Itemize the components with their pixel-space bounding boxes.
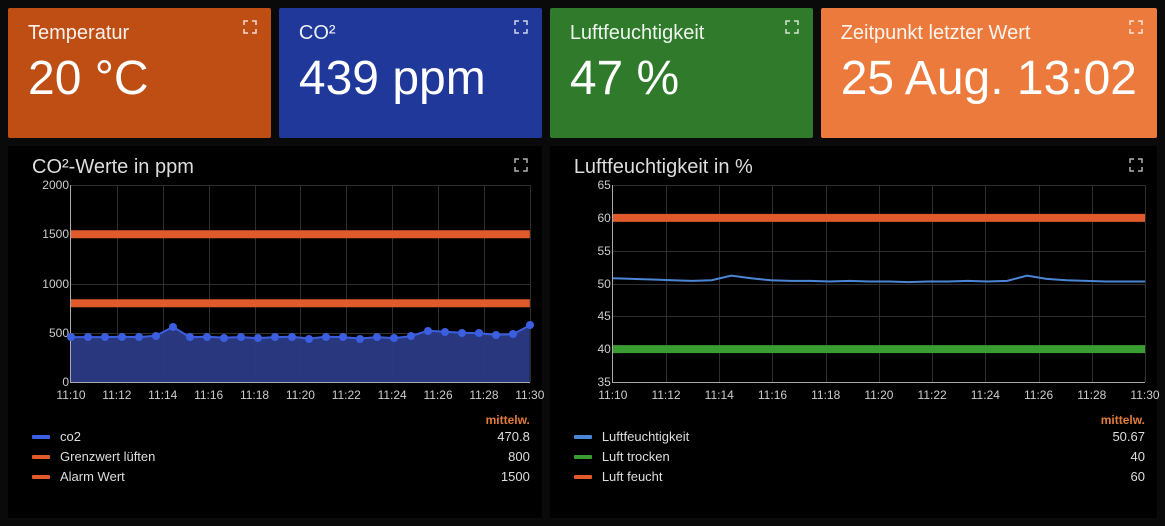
expand-icon[interactable]	[514, 158, 528, 172]
y-tick: 40	[597, 342, 610, 356]
y-tick: 2000	[42, 178, 69, 192]
x-tick: 11:30	[1130, 388, 1159, 402]
legend-item[interactable]: co2470.8	[32, 427, 530, 447]
x-tick: 11:22	[918, 388, 947, 402]
legend-label: Alarm Wert	[60, 467, 501, 487]
x-tick: 11:20	[286, 388, 315, 402]
tile-value: 25 Aug. 13:02	[841, 51, 1137, 106]
tile-humidity: Luftfeuchtigkeit 47 %	[550, 8, 813, 138]
y-tick: 0	[62, 375, 69, 389]
x-tick: 11:24	[971, 388, 1000, 402]
chart-area[interactable]: 050010001500200011:1011:1211:1411:1611:1…	[32, 185, 530, 405]
x-tick: 11:26	[423, 388, 452, 402]
legend-value: 60	[1131, 467, 1145, 487]
x-tick: 11:16	[194, 388, 223, 402]
tile-value: 439 ppm	[299, 51, 522, 106]
x-tick: 11:16	[758, 388, 787, 402]
y-tick: 1000	[42, 277, 69, 291]
legend-swatch	[574, 455, 592, 459]
y-tick: 50	[597, 277, 610, 291]
panel-title: Luftfeuchtigkeit in %	[574, 156, 1145, 179]
x-tick: 11:24	[378, 388, 407, 402]
y-tick: 60	[597, 211, 610, 225]
chart-area[interactable]: 3540455055606511:1011:1211:1411:1611:181…	[574, 185, 1145, 405]
legend-header: mittelw.	[574, 413, 1145, 427]
legend-swatch	[32, 435, 50, 439]
legend-swatch	[574, 435, 592, 439]
x-tick: 11:14	[148, 388, 177, 402]
tile-title: Zeitpunkt letzter Wert	[841, 22, 1137, 45]
x-tick: 11:28	[1077, 388, 1106, 402]
x-tick: 11:18	[811, 388, 840, 402]
x-tick: 11:10	[598, 388, 627, 402]
expand-icon[interactable]	[1129, 158, 1143, 172]
legend-swatch	[32, 475, 50, 479]
y-tick: 65	[597, 178, 610, 192]
y-tick: 500	[49, 326, 69, 340]
legend-label: Grenzwert lüften	[60, 447, 508, 467]
x-tick: 11:20	[864, 388, 893, 402]
legend-item[interactable]: Luft trocken40	[574, 447, 1145, 467]
tile-value: 47 %	[570, 51, 793, 106]
tile-title: CO²	[299, 22, 522, 45]
x-tick: 11:10	[56, 388, 85, 402]
expand-icon[interactable]	[785, 20, 799, 34]
legend-item[interactable]: Luftfeuchtigkeit50.67	[574, 427, 1145, 447]
legend-value: 50.67	[1112, 427, 1145, 447]
legend-value: 1500	[501, 467, 530, 487]
dashboard-grid: Temperatur 20 °C CO² 439 ppm Luftfeuchti…	[0, 0, 1165, 526]
legend-header: mittelw.	[32, 413, 530, 427]
legend-value: 800	[508, 447, 530, 467]
tile-co2: CO² 439 ppm	[279, 8, 542, 138]
expand-icon[interactable]	[243, 20, 257, 34]
legend-label: co2	[60, 427, 497, 447]
x-tick: 11:12	[102, 388, 131, 402]
tile-title: Luftfeuchtigkeit	[570, 22, 793, 45]
tile-value: 20 °C	[28, 51, 251, 106]
legend-item[interactable]: Luft feucht60	[574, 467, 1145, 487]
legend: mittelw.Luftfeuchtigkeit50.67Luft trocke…	[574, 413, 1145, 487]
y-tick: 1500	[42, 227, 69, 241]
expand-icon[interactable]	[1129, 20, 1143, 34]
x-tick: 11:14	[705, 388, 734, 402]
x-tick: 11:12	[651, 388, 680, 402]
legend: mittelw.co2470.8Grenzwert lüften800Alarm…	[32, 413, 530, 487]
legend-value: 40	[1131, 447, 1145, 467]
legend-value: 470.8	[497, 427, 530, 447]
legend-label: Luftfeuchtigkeit	[602, 427, 1113, 447]
x-tick: 11:22	[332, 388, 361, 402]
tile-temperature: Temperatur 20 °C	[8, 8, 271, 138]
legend-label: Luft trocken	[602, 447, 1131, 467]
tile-timestamp: Zeitpunkt letzter Wert 25 Aug. 13:02	[821, 8, 1157, 138]
panel-humidity-chart: Luftfeuchtigkeit in % 35 40 45 50 55 60 65 11:1…	[550, 146, 1157, 518]
legend-label: Luft feucht	[602, 467, 1131, 487]
panel-co2-chart: CO²-Werte in ppm 0 500 1000 1500 2000 11:10 11…	[8, 146, 542, 518]
y-tick: 45	[597, 309, 610, 323]
expand-icon[interactable]	[514, 20, 528, 34]
legend-item[interactable]: Grenzwert lüften800	[32, 447, 530, 467]
tile-title: Temperatur	[28, 22, 251, 45]
y-tick: 55	[597, 244, 610, 258]
x-tick: 11:30	[515, 388, 544, 402]
legend-swatch	[574, 475, 592, 479]
x-tick: 11:26	[1024, 388, 1053, 402]
legend-item[interactable]: Alarm Wert1500	[32, 467, 530, 487]
x-tick: 11:28	[469, 388, 498, 402]
y-tick: 35	[597, 375, 610, 389]
legend-swatch	[32, 455, 50, 459]
panel-title: CO²-Werte in ppm	[32, 156, 530, 179]
x-tick: 11:18	[240, 388, 269, 402]
